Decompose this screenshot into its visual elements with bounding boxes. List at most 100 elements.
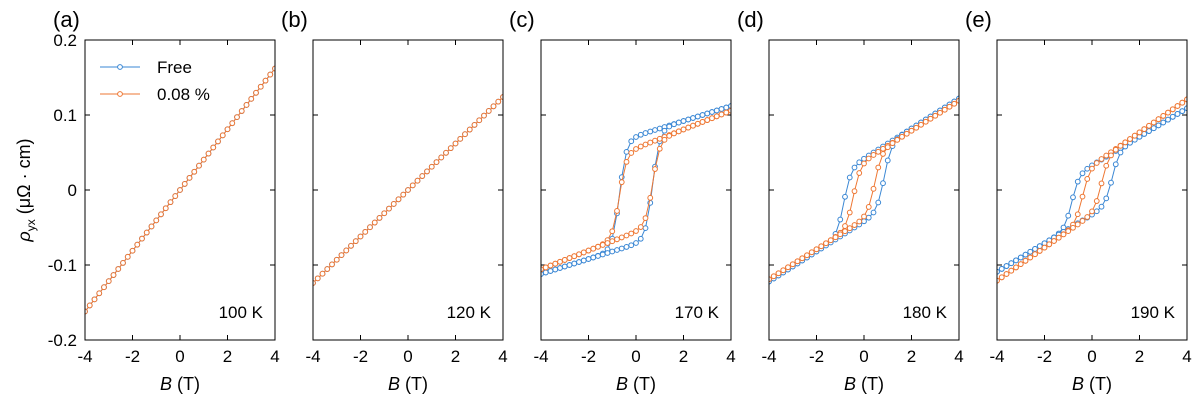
data-point bbox=[443, 149, 449, 156]
data-point bbox=[500, 94, 503, 100]
data-point bbox=[162, 205, 169, 212]
data-point bbox=[861, 218, 867, 225]
data-point bbox=[1146, 122, 1152, 129]
data-point bbox=[1074, 221, 1081, 228]
series-line bbox=[769, 98, 959, 282]
y-axis-subscript: yx bbox=[24, 219, 38, 231]
x-axis-symbol: B bbox=[616, 374, 628, 394]
data-point bbox=[1008, 260, 1015, 267]
data-point bbox=[823, 240, 829, 247]
data-point bbox=[865, 214, 872, 221]
data-point bbox=[870, 185, 877, 192]
data-point bbox=[718, 111, 725, 118]
x-tick-label: -4 bbox=[761, 347, 776, 366]
panel-d: -4 -2 0 2 4 (d) 180 K B (T) bbox=[737, 7, 964, 394]
series-strain bbox=[85, 65, 275, 315]
data-point bbox=[1089, 165, 1095, 172]
series-free bbox=[541, 103, 731, 277]
data-point bbox=[267, 71, 274, 78]
data-point bbox=[633, 228, 639, 234]
data-point bbox=[105, 278, 112, 285]
x-tick-label: -4 bbox=[989, 347, 1004, 366]
temperature-label: 170 K bbox=[675, 303, 720, 322]
data-point bbox=[371, 219, 378, 226]
x-tick-label: 4 bbox=[270, 347, 279, 366]
x-tick-label: 0 bbox=[631, 347, 640, 366]
data-point bbox=[1036, 248, 1043, 254]
data-point bbox=[1008, 267, 1015, 274]
data-point bbox=[234, 114, 240, 120]
data-point bbox=[675, 128, 682, 135]
data-point bbox=[694, 120, 701, 127]
data-point bbox=[238, 108, 245, 114]
data-point bbox=[875, 164, 882, 171]
data-point bbox=[870, 152, 877, 158]
x-axis-symbol: B bbox=[844, 374, 856, 394]
data-point bbox=[1141, 126, 1148, 133]
data-point bbox=[424, 168, 430, 175]
legend-marker bbox=[117, 91, 123, 97]
data-point bbox=[319, 270, 326, 277]
data-point bbox=[998, 266, 1005, 272]
data-point bbox=[542, 269, 549, 276]
x-tick-label: -2 bbox=[125, 347, 140, 366]
data-point bbox=[837, 216, 844, 223]
x-axis-title: B (T) bbox=[844, 374, 884, 394]
data-point bbox=[623, 148, 630, 155]
data-point bbox=[561, 263, 568, 270]
data-point bbox=[557, 265, 563, 271]
data-point bbox=[856, 170, 863, 176]
data-point bbox=[257, 83, 264, 90]
data-point bbox=[1017, 261, 1024, 268]
data-point bbox=[1155, 116, 1162, 123]
y-tick-label: 0.2 bbox=[53, 31, 77, 50]
data-point bbox=[215, 138, 221, 145]
data-point bbox=[903, 130, 910, 137]
data-point bbox=[1136, 129, 1143, 136]
data-point bbox=[827, 237, 834, 244]
data-point bbox=[856, 218, 863, 225]
data-point bbox=[884, 157, 891, 164]
data-point bbox=[1146, 128, 1152, 134]
x-tick-label: -4 bbox=[77, 347, 92, 366]
x-tick-label: 4 bbox=[1182, 347, 1191, 366]
data-point bbox=[352, 238, 359, 245]
data-point bbox=[699, 112, 706, 118]
x-axis-symbol: B bbox=[1072, 374, 1084, 394]
x-tick-label: 0 bbox=[1087, 347, 1096, 366]
series-line bbox=[541, 105, 731, 275]
data-point bbox=[1098, 156, 1105, 162]
data-point bbox=[1051, 238, 1057, 244]
data-point bbox=[86, 302, 93, 309]
series-line bbox=[769, 100, 959, 280]
data-point bbox=[224, 126, 231, 133]
data-point bbox=[134, 241, 141, 248]
data-point bbox=[628, 230, 635, 237]
data-point bbox=[1079, 218, 1086, 224]
panel-letter: (b) bbox=[281, 7, 308, 32]
data-point bbox=[861, 213, 867, 220]
axis-titles: ρyx (μΩ · cm) bbox=[14, 138, 38, 242]
data-point bbox=[1093, 160, 1100, 166]
data-point bbox=[329, 261, 335, 268]
data-point bbox=[547, 262, 554, 269]
data-point bbox=[262, 77, 269, 84]
data-point bbox=[690, 115, 696, 121]
data-point bbox=[471, 122, 478, 128]
data-point bbox=[799, 255, 806, 262]
x-axis-unit: (T) bbox=[172, 374, 200, 394]
data-point bbox=[462, 131, 468, 138]
data-point bbox=[842, 193, 848, 200]
x-tick-label: 2 bbox=[907, 347, 916, 366]
data-point bbox=[998, 274, 1005, 281]
data-point bbox=[395, 196, 402, 203]
data-point bbox=[139, 235, 145, 242]
data-point bbox=[642, 215, 649, 221]
data-point bbox=[566, 255, 573, 261]
data-point bbox=[490, 103, 497, 110]
series-line bbox=[997, 107, 1187, 273]
data-point bbox=[851, 164, 858, 171]
data-point bbox=[709, 115, 715, 122]
data-point bbox=[376, 215, 383, 221]
